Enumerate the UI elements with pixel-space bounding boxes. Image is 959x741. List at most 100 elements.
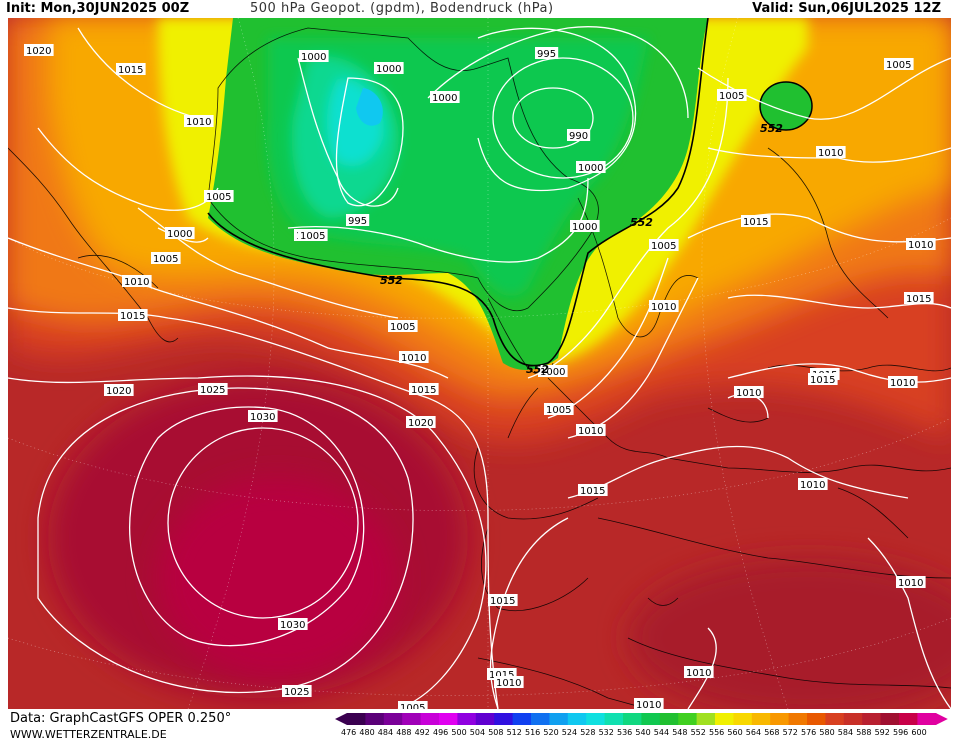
legend-tick: 496: [433, 728, 448, 737]
legend-swatch: [696, 713, 716, 725]
isobar-label: 1015: [488, 594, 518, 607]
legend-swatch: [641, 713, 661, 725]
legend-tick: 540: [635, 728, 650, 737]
isobar-label: 1015: [578, 484, 608, 497]
field-596: [158, 478, 398, 678]
svg-text:1015: 1015: [580, 486, 605, 497]
legend-tick: 500: [451, 728, 466, 737]
color-legend: 476 480 484 488 492 496 500 504 508 512 516 520 524 5…: [335, 713, 948, 737]
svg-text:1010: 1010: [636, 700, 661, 709]
isobar-label: 1010: [122, 275, 152, 288]
isobar-1030: [129, 406, 365, 647]
svg-text:1025: 1025: [284, 687, 309, 698]
isobar-label: 1010: [816, 146, 846, 159]
legend-tick: 596: [893, 728, 908, 737]
svg-text:1005: 1005: [651, 241, 676, 252]
isobar-label: 1020: [104, 384, 134, 397]
legend-tick: 548: [672, 728, 687, 737]
contour-552: [207, 18, 709, 367]
isobar-label: 1010: [399, 351, 429, 364]
isobar-label: 1030: [278, 618, 308, 631]
svg-text:1010: 1010: [186, 117, 211, 128]
isobar-label: 1005: [151, 252, 181, 265]
isobar-label: 1000: [430, 91, 460, 104]
svg-text:995: 995: [348, 216, 367, 227]
svg-text:1015: 1015: [120, 311, 145, 322]
isobar-label: 1000: [374, 62, 404, 75]
svg-text:1015: 1015: [411, 385, 436, 396]
isobar-label: 1030: [248, 410, 278, 423]
graticule: [8, 18, 951, 709]
svg-text:1010: 1010: [496, 678, 521, 689]
legend-tick: 576: [801, 728, 816, 737]
svg-text:1015: 1015: [489, 670, 514, 681]
isobar-1015-iberia: [489, 517, 569, 709]
legend-swatch: [549, 713, 569, 725]
field-528: [356, 88, 383, 126]
svg-text:1010: 1010: [736, 388, 761, 399]
isobar-label: 1000: [570, 220, 600, 233]
isobar-1000-low: [477, 27, 637, 192]
isobar-label: 1025: [282, 685, 312, 698]
legend-swatch: [880, 713, 900, 725]
isobar-1010-se: [867, 537, 951, 709]
isobar-label: 1015: [904, 292, 934, 305]
legend-tick: 584: [838, 728, 853, 737]
isobar-1015-ne: [687, 213, 951, 243]
legend-tick: 484: [378, 728, 393, 737]
isobar-label: 1005: [649, 239, 679, 252]
isobar-label: 1010: [576, 424, 606, 437]
isobar-label: 1015: [118, 309, 148, 322]
svg-text:1000: 1000: [167, 229, 192, 240]
geopot-label: 552: [760, 122, 783, 135]
legend-swatch: [917, 713, 937, 725]
legend-tick: 600: [911, 728, 926, 737]
legend-tick: 508: [488, 728, 503, 737]
legend-swatch: [751, 713, 771, 725]
isobar-1030-inner: [167, 427, 359, 619]
legend-swatch: [420, 713, 440, 725]
isobar-1005-ne: [697, 57, 951, 120]
svg-text:1010: 1010: [686, 668, 711, 679]
isobar-label: 1010: [634, 698, 664, 709]
legend-swatch: [788, 713, 808, 725]
svg-text:1020: 1020: [26, 46, 51, 57]
isobar-label: 995: [346, 214, 370, 227]
legend-tick: 504: [470, 728, 485, 737]
isobar-1005-scand: [547, 257, 669, 419]
isobar-label: 1010: [906, 238, 936, 251]
isobar-label: 1005: [398, 701, 428, 709]
svg-text:1010: 1010: [800, 480, 825, 491]
isobar-1010-c: [567, 445, 909, 499]
legend-swatch: [402, 713, 422, 725]
isobar-label: 1005: [544, 403, 574, 416]
legend-swatch: [825, 713, 845, 725]
isobar-label: 990: [567, 129, 591, 142]
svg-text:1010: 1010: [898, 578, 923, 589]
isobar-990: [512, 87, 594, 149]
svg-text:1010: 1010: [124, 277, 149, 288]
isobar-995-greenland: [335, 77, 404, 207]
isobar-label: 1010: [798, 478, 828, 491]
legend-swatch: [715, 713, 734, 725]
geopot-label: 552: [380, 274, 403, 287]
geopot-label: 552: [630, 216, 653, 229]
legend-swatch: [531, 713, 550, 725]
legend-tick: 592: [875, 728, 890, 737]
contour-552-blob: [759, 81, 813, 131]
isobar-label: 1015: [808, 373, 838, 386]
isobar-1020: [8, 375, 487, 709]
legend-swatch: [733, 713, 753, 725]
legend-tick: 516: [525, 728, 540, 737]
isobar-label: 1010: [649, 300, 679, 313]
isobar-label: 1020: [24, 44, 54, 57]
isobar-1010-nw: [37, 127, 219, 211]
isobar-995: [492, 57, 634, 179]
legend-swatch: [347, 713, 366, 725]
svg-text:1000: 1000: [578, 163, 603, 174]
svg-text:1030: 1030: [280, 620, 305, 631]
isobar-label: 1010: [896, 576, 926, 589]
isobar-1010-west: [8, 237, 449, 379]
legend-swatch: [678, 713, 698, 725]
